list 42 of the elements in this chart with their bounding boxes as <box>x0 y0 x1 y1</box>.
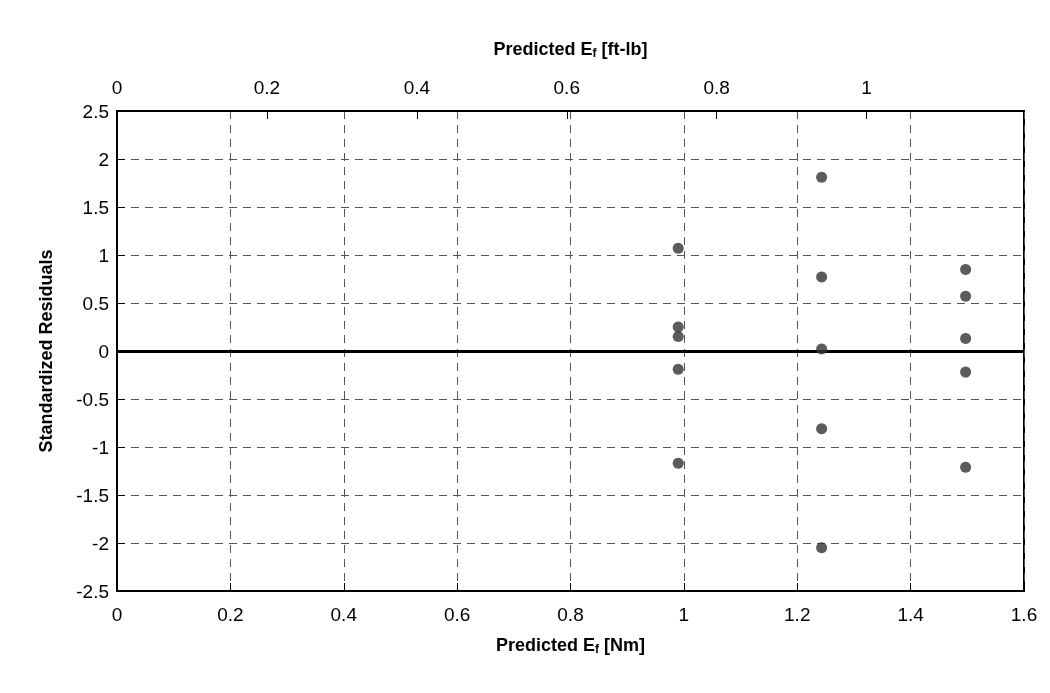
x-tick-label: 1.6 <box>1010 604 1038 625</box>
point <box>672 331 684 343</box>
y-tick-label: 1.5 <box>82 196 109 218</box>
point <box>816 343 828 355</box>
point <box>816 423 828 435</box>
y-tick-label: -2.5 <box>76 580 109 602</box>
point <box>960 290 972 302</box>
point <box>816 271 828 283</box>
point <box>960 461 972 473</box>
point <box>960 366 972 378</box>
point <box>960 263 972 275</box>
x2-tick-label: 0.6 <box>553 77 580 98</box>
y-tick-label: -0.5 <box>76 388 109 410</box>
point <box>816 542 828 554</box>
y-tick-label: 2 <box>98 148 109 170</box>
x-tick-label: 1 <box>678 604 690 625</box>
x-tick-label: 0.2 <box>217 604 244 625</box>
x-tick-label: 1.4 <box>897 604 925 625</box>
x2-tick-label: 0.4 <box>403 77 431 98</box>
point <box>672 363 684 375</box>
y-tick-label: 0.5 <box>82 292 109 314</box>
y-tick-label: 0 <box>98 340 109 362</box>
x-tick-label: 0.4 <box>330 604 358 625</box>
point <box>960 333 972 345</box>
y-tick-label: 1 <box>98 244 109 266</box>
y-axis-title: Standardized Residuals <box>36 249 56 453</box>
point <box>672 242 684 254</box>
y-tick-label: -1.5 <box>76 484 109 506</box>
x-tick-label: 0.8 <box>557 604 584 625</box>
point <box>672 321 684 333</box>
x-tick-label: 0 <box>111 604 123 625</box>
y-tick-label: -1 <box>92 436 109 458</box>
point <box>672 457 684 469</box>
point <box>816 171 828 183</box>
y-tick-label: -2 <box>92 532 109 554</box>
x2-tick-label: 0.8 <box>703 77 730 98</box>
x-tick-label: 1.2 <box>784 604 811 625</box>
x2-tick-label: 1 <box>861 77 872 98</box>
x-tick-label: 0.6 <box>443 604 471 625</box>
x2-tick-label: 0 <box>111 77 123 98</box>
y-tick-label: 2.5 <box>82 100 109 122</box>
x2-tick-label: 0.2 <box>253 77 281 98</box>
